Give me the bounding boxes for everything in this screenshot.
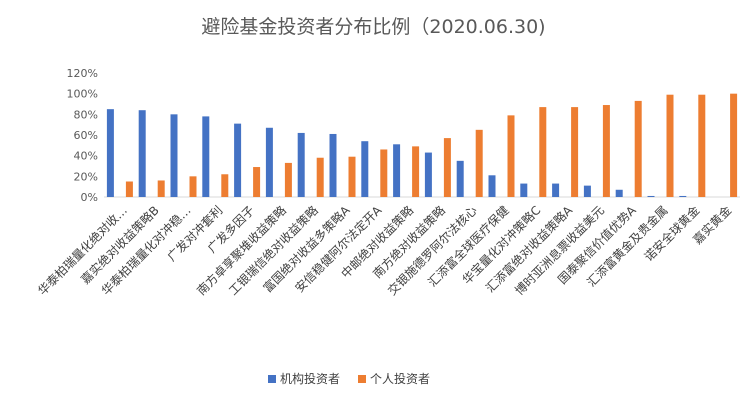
bar-individual [507,115,515,197]
chart-title: 避险基金投资者分布比例（2020.06.30) [201,16,546,38]
bar-individual [539,107,547,197]
bar-institutional [520,183,528,197]
bar-individual [316,157,324,197]
bar-institutional [615,189,623,197]
legend-swatch [268,375,276,383]
bar-individual [221,174,229,197]
bar-individual [189,176,197,197]
bar-individual [698,94,706,197]
bar-individual [475,129,483,197]
legend-swatch [358,375,366,383]
bar-individual [348,156,356,197]
bar-institutional [552,183,560,197]
bar-individual [412,146,420,197]
y-tick-label: 80% [74,108,98,121]
y-tick-label: 60% [74,129,98,142]
bar-institutional [583,185,591,197]
bar-institutional [234,123,242,197]
y-tick-label: 120% [67,67,98,80]
bar-institutional [456,160,464,197]
y-tick-label: 100% [67,88,98,101]
bar-institutional [297,132,305,197]
bar-individual [125,181,133,197]
bar-institutional [647,195,655,197]
bar-institutional [138,110,146,197]
bar-institutional [329,133,337,197]
bar-individual [666,94,674,197]
bar-institutional [488,175,496,197]
bar-institutional [106,109,114,197]
bar-individual [284,162,292,197]
y-tick-label: 0% [81,191,98,204]
bar-individual [602,105,610,197]
y-tick-label: 20% [74,170,98,183]
y-tick-label: 40% [74,150,98,163]
bar-individual [634,100,642,197]
legend-label: 机构投资者 [280,371,340,386]
bar-individual [380,149,388,197]
bar-institutional [393,144,401,197]
bar-individual [253,167,261,197]
bar-institutional [361,141,369,197]
bar-individual [571,107,579,197]
bar-institutional [265,127,273,197]
bar-individual [157,180,165,197]
bar-institutional [679,195,687,197]
bar-institutional [424,152,432,197]
bar-individual [730,93,738,197]
bar-individual [443,138,451,197]
bar-institutional [170,114,178,197]
bar-institutional [202,116,210,197]
legend-label: 个人投资者 [370,371,430,386]
